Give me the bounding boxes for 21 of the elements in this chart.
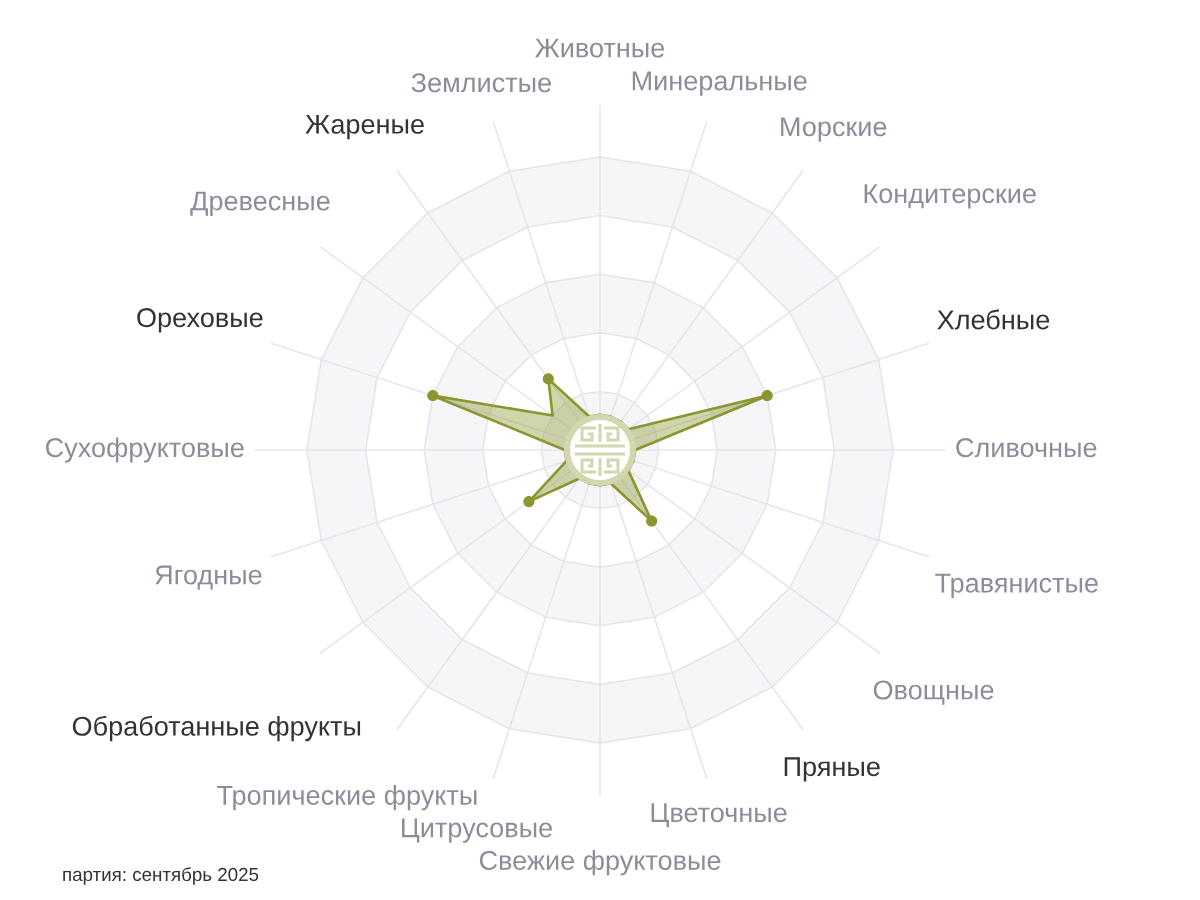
text: партия: сентябрь 2025: [63, 867, 259, 885]
spoke-label: Животные: [535, 38, 665, 58]
spoke-label: Землистые: [411, 73, 551, 93]
spoke-label: Обработанные фрукты: [72, 715, 361, 742]
spoke-label: Сливочные: [956, 438, 1097, 458]
spoke-label: Жареные: [305, 114, 424, 140]
spoke-label: Древесные: [190, 191, 330, 216]
spoke-label: Ореховые: [137, 308, 263, 333]
spoke-label: Хлебные: [937, 309, 1050, 330]
spoke-label: Травянистые: [935, 573, 1098, 599]
spoke-label: Свежие фруктовые: [479, 850, 721, 876]
spoke-label: Морские: [781, 117, 887, 142]
spoke-label: Минеральные: [632, 71, 807, 96]
spoke-label: Кондитерские: [864, 184, 1036, 209]
spoke-label: Пряные: [784, 757, 880, 782]
spoke-label: Ягодные: [155, 565, 262, 590]
spoke-label: Овощные: [873, 680, 994, 705]
spoke-label: Тропические фрукты: [217, 785, 477, 811]
spoke-label: Сухофруктовые: [46, 437, 244, 463]
spoke-label: Цитрусовые: [402, 818, 552, 843]
spoke-label: Цветочные: [651, 803, 787, 828]
